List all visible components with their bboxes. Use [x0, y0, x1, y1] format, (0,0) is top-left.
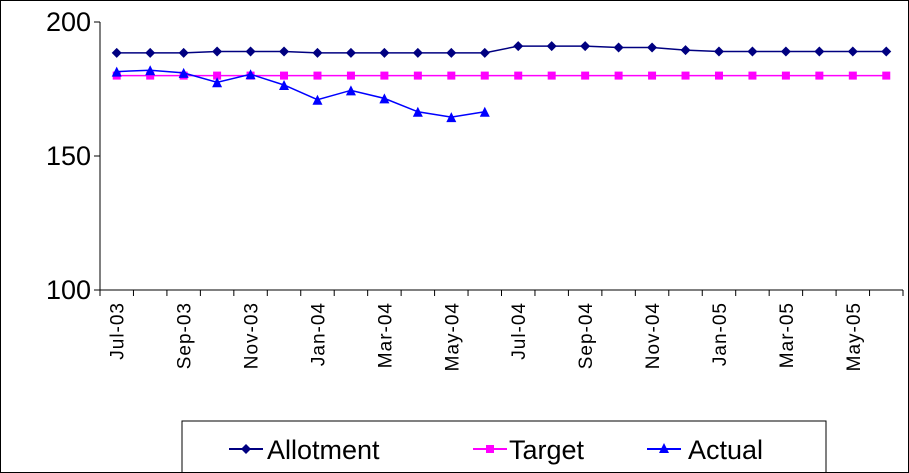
data-point-target: [380, 71, 389, 80]
series-group: [111, 41, 892, 123]
data-point-allotment: [513, 41, 524, 52]
data-point-actual: [379, 93, 390, 104]
data-point-allotment: [412, 47, 423, 58]
y-tick-label: 200: [46, 7, 91, 37]
data-point-allotment: [178, 47, 189, 58]
data-point-actual: [312, 94, 323, 105]
data-point-allotment: [881, 46, 892, 57]
data-point-allotment: [111, 47, 122, 58]
data-point-allotment: [312, 47, 323, 58]
data-point-actual: [212, 77, 223, 88]
data-point-allotment: [379, 47, 390, 58]
data-point-actual: [245, 69, 256, 80]
data-point-allotment: [680, 45, 691, 56]
x-tick-label: Nov-03: [242, 302, 263, 369]
data-point-allotment: [613, 42, 624, 53]
data-point-actual: [412, 106, 423, 117]
data-point-target: [882, 71, 891, 80]
data-point-actual: [145, 65, 156, 76]
data-point-target: [447, 71, 456, 80]
data-point-target: [213, 71, 222, 80]
data-point-allotment: [814, 46, 825, 57]
data-point-allotment: [780, 46, 791, 57]
legend-label-allotment: Allotment: [267, 435, 380, 465]
data-point-actual: [111, 66, 122, 77]
data-point-target: [681, 71, 690, 80]
data-point-target: [413, 71, 422, 80]
data-point-target: [815, 71, 824, 80]
data-point-target: [714, 71, 723, 80]
data-point-allotment: [479, 47, 490, 58]
x-tick-label: Jul-04: [509, 302, 530, 360]
data-point-allotment: [279, 46, 290, 57]
data-point-allotment: [212, 46, 223, 57]
data-point-target: [313, 71, 322, 80]
x-tick-label: Sep-03: [175, 302, 196, 369]
data-point-target: [614, 71, 623, 80]
x-tick-label: May-04: [442, 302, 463, 371]
x-tick-group: Jul-03 Sep-03 Nov-03 Jan-04 Mar-04 May-04 Jul-…: [99, 290, 904, 371]
data-point-target: [346, 71, 355, 80]
data-point-actual: [279, 79, 290, 90]
legend-marker-diamond-icon: [241, 444, 251, 454]
legend-label-target: Target: [509, 435, 585, 465]
legend-item-actual: Actual: [647, 435, 763, 465]
data-point-allotment: [345, 47, 356, 58]
chart-axes: [99, 22, 903, 291]
data-point-target: [581, 71, 590, 80]
data-point-allotment: [747, 46, 758, 57]
data-point-allotment: [546, 41, 557, 52]
data-point-allotment: [580, 41, 591, 52]
legend-marker-triangle-icon: [659, 443, 669, 453]
x-tick-label: Nov-04: [643, 302, 664, 369]
series-allotment: [111, 41, 892, 58]
series-target: [112, 71, 891, 80]
data-point-actual: [345, 85, 356, 96]
legend: Allotment Target Actual: [181, 420, 827, 472]
data-point-allotment: [145, 47, 156, 58]
data-point-target: [781, 71, 790, 80]
x-tick-label: Mar-05: [777, 302, 798, 368]
x-tick-label: Jan-05: [710, 302, 731, 366]
series-line-actual: [116, 69, 485, 118]
legend-item-target: Target: [473, 435, 585, 465]
data-point-target: [848, 71, 857, 80]
data-point-allotment: [847, 46, 858, 57]
data-point-target: [748, 71, 757, 80]
data-point-target: [280, 71, 289, 80]
x-tick-label: Jul-03: [108, 302, 129, 360]
series-actual: [111, 65, 490, 123]
data-point-actual: [479, 106, 490, 117]
data-point-target: [514, 71, 523, 80]
x-tick-label: Mar-04: [375, 302, 396, 368]
y-tick-label: 150: [46, 141, 91, 171]
data-point-actual: [178, 67, 189, 78]
x-tick-label: May-05: [844, 302, 865, 371]
data-point-allotment: [446, 47, 457, 58]
x-tick-label: Sep-04: [576, 302, 597, 369]
data-point-target: [547, 71, 556, 80]
data-point-allotment: [245, 46, 256, 57]
data-point-target: [648, 71, 657, 80]
series-line-allotment: [116, 45, 887, 54]
data-point-actual: [446, 112, 457, 123]
data-point-target: [480, 71, 489, 80]
data-point-target: [146, 71, 155, 80]
data-point-allotment: [713, 46, 724, 57]
y-tick-group: 100 150 200: [46, 7, 100, 305]
y-tick-label: 100: [46, 275, 91, 305]
legend-label-actual: Actual: [688, 435, 763, 465]
legend-item-allotment: Allotment: [229, 435, 380, 465]
legend-box: [181, 420, 827, 472]
x-tick-label: Jan-04: [308, 302, 329, 366]
legend-marker-square-icon: [486, 445, 494, 453]
data-point-allotment: [647, 42, 658, 53]
